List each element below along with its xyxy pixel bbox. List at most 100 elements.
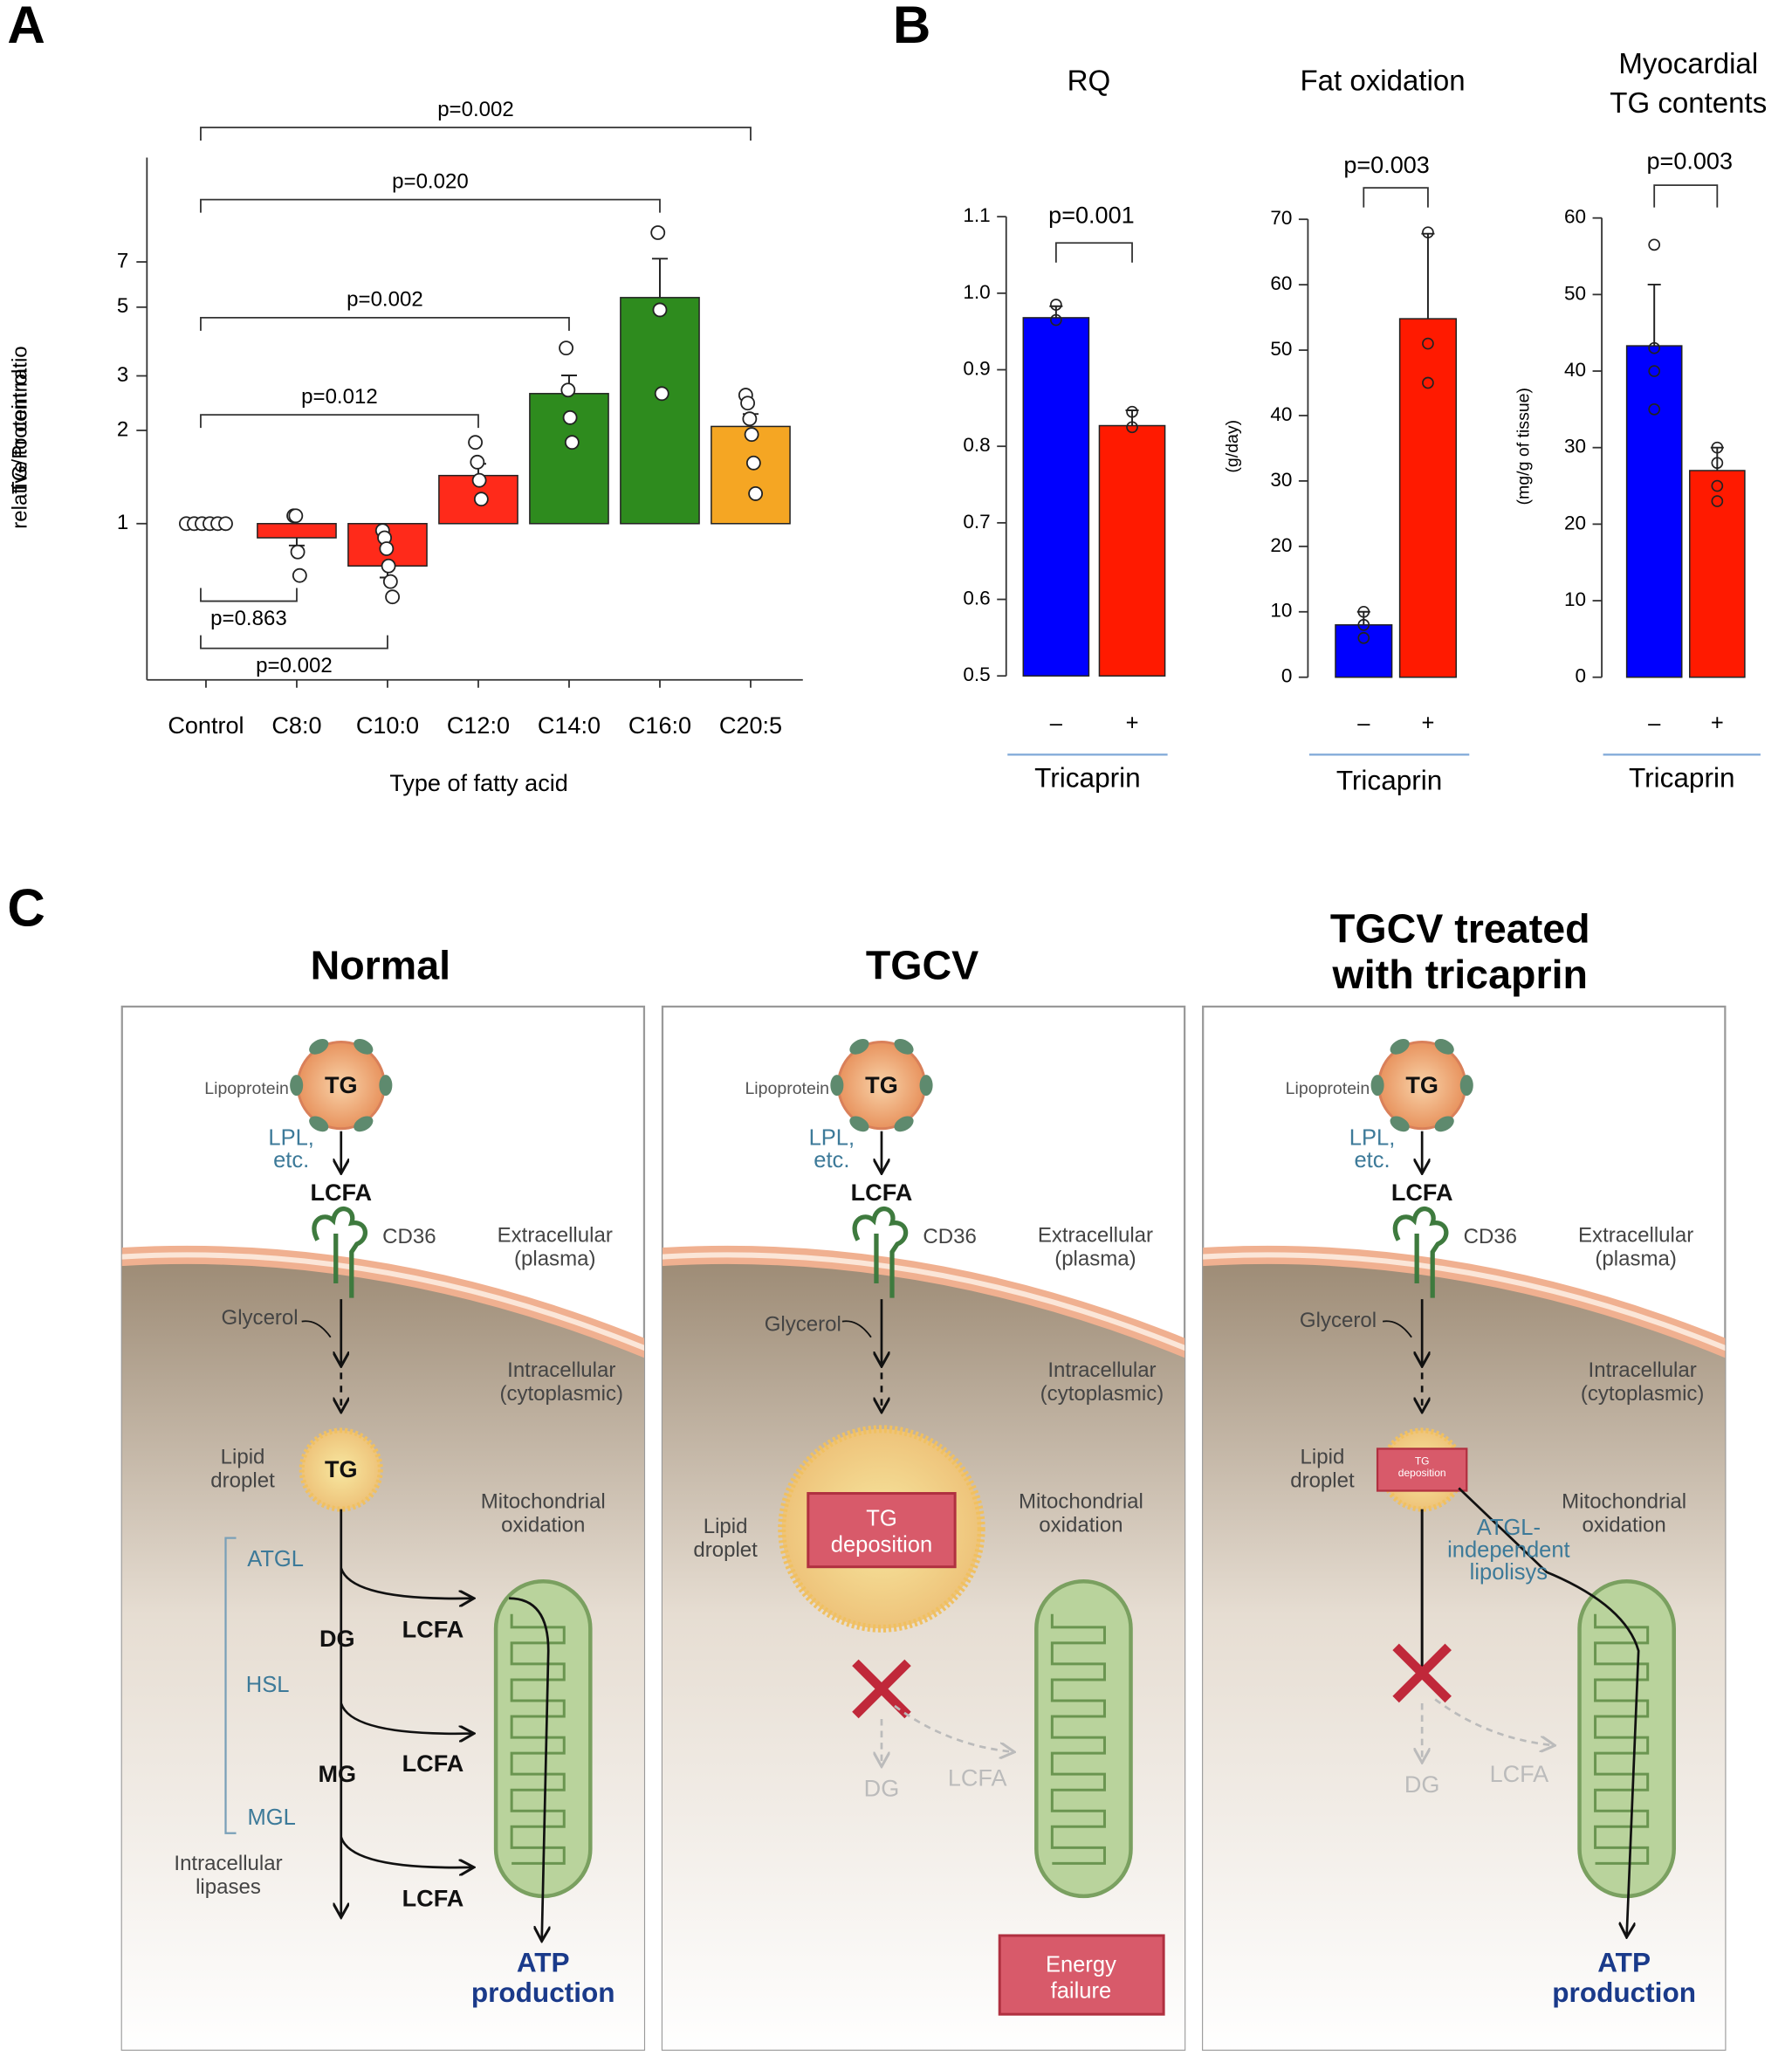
x-tick-label: + — [1711, 712, 1724, 736]
chart-title: TG contents — [1610, 87, 1767, 120]
diagram-label: DG — [1404, 1771, 1440, 1798]
data-point — [1648, 365, 1661, 377]
x-tick-label: – — [1050, 712, 1063, 736]
p-value: p=0.863 — [210, 607, 287, 630]
data-point — [745, 455, 761, 471]
data-point — [562, 409, 578, 425]
p-value: p=0.003 — [1343, 152, 1430, 178]
bracket — [1653, 184, 1719, 208]
diagram-label: MG — [318, 1761, 356, 1787]
glycerol-arrow — [841, 1320, 872, 1338]
atp-arrow — [509, 1597, 548, 1940]
y-tick-label: 0 — [1281, 665, 1293, 687]
diagram-label: TG — [325, 1072, 358, 1098]
apoprotein — [849, 1116, 869, 1132]
diagram-label: Glycerol — [1300, 1309, 1377, 1332]
diagram-label: Lipoprotein — [204, 1079, 289, 1098]
data-point — [1422, 376, 1434, 389]
diagram-label: droplet — [693, 1538, 758, 1562]
diagram-label: (plasma) — [514, 1247, 595, 1270]
diagram-label: Mitochondrial — [1562, 1489, 1686, 1513]
apoprotein — [309, 1039, 329, 1055]
data-point — [473, 492, 489, 507]
data-point — [379, 541, 395, 556]
diagram-label: Lipoprotein — [1286, 1079, 1370, 1098]
diagram-label: HSL — [246, 1673, 290, 1697]
diagram-label: Glycerol — [222, 1306, 299, 1330]
diagram-label: oxidation — [1039, 1513, 1123, 1537]
data-point — [1711, 457, 1724, 470]
membrane-inner — [121, 1252, 644, 1351]
diagram-label: TG — [325, 1456, 358, 1482]
bracket — [200, 317, 570, 331]
diagram-label: Lipid — [704, 1515, 748, 1538]
data-point — [742, 411, 758, 427]
y-tick-label: 60 — [1564, 206, 1586, 228]
diagram-label: MGL — [247, 1805, 295, 1830]
x-tick-label: + — [1126, 712, 1139, 736]
error-bar — [1710, 446, 1724, 471]
apoprotein — [1434, 1039, 1454, 1055]
data-point — [560, 382, 576, 398]
diagram-label: ATGL- — [1477, 1516, 1541, 1540]
data-point — [1648, 341, 1661, 354]
diagram-label: (cytoplasmic) — [1040, 1382, 1164, 1406]
bar — [1098, 424, 1166, 677]
apoprotein — [919, 1075, 933, 1097]
data-point — [1357, 605, 1370, 618]
p-value: p=0.020 — [392, 169, 469, 193]
x-axis-label: Type of fatty acid — [389, 770, 567, 796]
bracket — [1363, 187, 1429, 208]
x-tick-label: Control — [168, 712, 244, 739]
diagram-label: LPL, — [1349, 1125, 1396, 1150]
diagram-label: Energy — [1046, 1952, 1116, 1977]
cristae — [1050, 1613, 1106, 1865]
data-point — [650, 225, 666, 240]
tg-box — [807, 1492, 957, 1569]
diagram-label: (plasma) — [1054, 1247, 1136, 1270]
diagram-label: Glycerol — [765, 1312, 841, 1336]
data-point — [1648, 403, 1661, 416]
apoprotein — [1434, 1116, 1454, 1132]
apoprotein — [1459, 1075, 1473, 1097]
data-point — [1711, 479, 1724, 492]
x-tick-label: C16:0 — [628, 712, 691, 739]
diagram-label: Lipid — [1301, 1445, 1345, 1468]
data-point — [385, 589, 401, 605]
diagram-label: deposition — [1398, 1467, 1446, 1479]
data-point — [1050, 313, 1062, 327]
diagram-label: CD36 — [1464, 1225, 1517, 1248]
y-axis-label: relative to control — [8, 369, 31, 529]
diagram-label: ATP — [1597, 1946, 1651, 1977]
cd36 — [1392, 1206, 1449, 1298]
data-point — [382, 574, 398, 589]
glycerol-arrow — [1382, 1320, 1412, 1338]
bracket — [200, 127, 752, 141]
diagram-label: LCFA — [1391, 1179, 1453, 1206]
diagram-label: Intracellular — [507, 1358, 615, 1382]
diagram-label: Intracellular — [174, 1852, 282, 1875]
data-point — [468, 435, 484, 450]
arrow — [340, 1567, 472, 1599]
y-tick-label: 3 — [117, 363, 128, 387]
diagram-label: lipases — [196, 1875, 261, 1899]
data-point — [1711, 495, 1724, 507]
data-point — [292, 567, 307, 583]
apoprotein — [309, 1116, 329, 1132]
y-tick-label: 40 — [1270, 403, 1292, 425]
diagram-label: lipolisys — [1470, 1560, 1548, 1585]
cd36 — [312, 1206, 367, 1298]
diagram-label: CD36 — [382, 1225, 436, 1248]
y-tick-label: 1 — [117, 511, 128, 534]
diagram-label: etc. — [1354, 1148, 1390, 1172]
diagram-label: LCFA — [851, 1179, 913, 1206]
bar — [620, 297, 700, 525]
data-point — [1126, 421, 1138, 434]
diagram-label: (plasma) — [1595, 1247, 1676, 1270]
bracket — [200, 198, 661, 213]
panel-letter: B — [893, 0, 930, 54]
chart-title: RQ — [1068, 65, 1111, 98]
error-bar — [1647, 283, 1661, 347]
diagram-label: Intracellular — [1589, 1358, 1697, 1382]
